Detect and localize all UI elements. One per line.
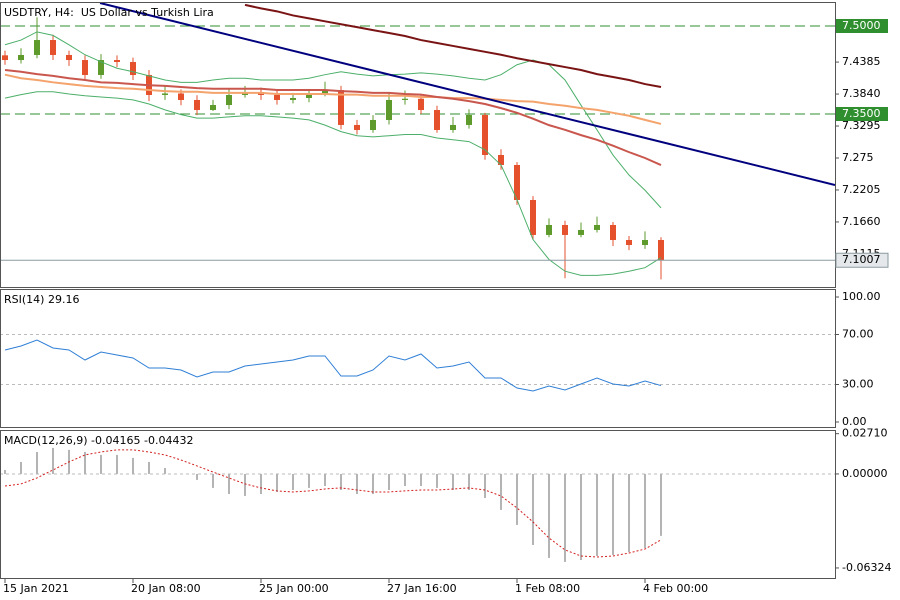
last-price-box xyxy=(835,252,889,268)
candle-body xyxy=(322,90,328,95)
y-tick-label: 7.4385 xyxy=(842,55,881,68)
plot-layer: 7.43857.38407.32957.2757.22057.16607.111… xyxy=(1,3,891,595)
candle-body xyxy=(610,224,616,241)
y-tick-label: 7.1660 xyxy=(842,215,881,228)
candle-body xyxy=(290,97,296,100)
x-tick-label: 15 Jan 2021 xyxy=(3,582,69,595)
candle-body xyxy=(354,124,360,131)
candle-body xyxy=(626,240,632,245)
panel-title: RSI(14) 29.16 xyxy=(4,293,79,306)
level-label: 7.5000 xyxy=(842,19,881,32)
indicator-line xyxy=(4,69,662,166)
candle-body xyxy=(450,124,456,131)
candle-body xyxy=(546,224,552,235)
x-tick-label: 20 Jan 08:00 xyxy=(131,582,201,595)
candle-body xyxy=(658,240,664,261)
candle-body xyxy=(562,224,568,235)
y-tick-label: 0.00000 xyxy=(842,467,888,480)
x-tick-label: 27 Jan 16:00 xyxy=(387,582,457,595)
candle-body xyxy=(34,40,40,55)
y-tick-label: 100.00 xyxy=(842,290,881,303)
y-tick-label: 7.3840 xyxy=(842,87,881,100)
panel-plot xyxy=(1,334,835,392)
candle-body xyxy=(210,105,216,111)
candle-body xyxy=(82,60,88,75)
signal-line xyxy=(4,449,662,558)
candle-body xyxy=(2,55,8,61)
x-tick-label: 4 Feb 00:00 xyxy=(643,582,708,595)
y-tick-label: 7.275 xyxy=(842,151,874,164)
y-tick-label: 30.00 xyxy=(842,378,874,391)
panel-plot xyxy=(1,447,835,562)
level-label-box xyxy=(836,18,888,33)
candle-body xyxy=(514,164,520,200)
y-tick-label: 0.02710 xyxy=(842,427,888,440)
indicator-line xyxy=(4,91,662,276)
candle-body xyxy=(306,94,312,98)
candle-body xyxy=(642,240,648,245)
main-panel-frame xyxy=(0,2,836,288)
candle-body xyxy=(18,54,24,61)
candle-body xyxy=(482,114,488,156)
y-tick-label: 70.00 xyxy=(842,328,874,341)
x-tick-label: 1 Feb 08:00 xyxy=(515,582,580,595)
candle-body xyxy=(370,119,376,131)
rsi-panel-frame xyxy=(0,289,836,428)
candle-body xyxy=(66,54,72,61)
candle-body xyxy=(594,224,600,230)
candle-body xyxy=(434,110,440,131)
candle-body xyxy=(338,90,344,125)
y-tick-label: -0.06324 xyxy=(842,561,891,574)
y-tick-label: 7.2205 xyxy=(842,183,881,196)
indicator-line xyxy=(244,3,662,88)
panel-plot xyxy=(1,3,835,280)
candle-body xyxy=(578,229,584,235)
candle-body xyxy=(178,93,184,100)
level-label-box xyxy=(836,106,888,121)
candle-body xyxy=(498,155,504,165)
macd-panel-frame xyxy=(0,430,836,579)
candle-body xyxy=(466,114,472,125)
candle-body xyxy=(162,93,168,95)
x-tick-label: 25 Jan 00:00 xyxy=(259,582,329,595)
candle-body xyxy=(418,98,424,111)
trendline xyxy=(99,3,835,186)
rsi-line xyxy=(4,339,662,392)
last-price-label: 7.1007 xyxy=(842,253,881,266)
candle-body xyxy=(114,60,120,63)
candle-body xyxy=(98,60,104,75)
candle-body xyxy=(130,62,136,75)
panel-title: MACD(12,26,9) -0.04165 -0.04432 xyxy=(4,434,193,447)
level-label: 7.3500 xyxy=(842,107,881,120)
candle-body xyxy=(402,98,408,100)
panel-title: USDTRY, H4: US Dollar vs Turkish Lira xyxy=(4,6,214,19)
candle-body xyxy=(530,199,536,235)
candle-body xyxy=(50,40,56,55)
y-tick-label: 7.3295 xyxy=(842,119,881,132)
candle-body xyxy=(226,94,232,106)
indicator-line xyxy=(4,73,662,125)
candle-body xyxy=(274,94,280,100)
candle-body xyxy=(194,99,200,111)
y-tick-label: 0.00 xyxy=(842,415,867,428)
indicator-line xyxy=(4,31,662,209)
candle-body xyxy=(386,99,392,120)
